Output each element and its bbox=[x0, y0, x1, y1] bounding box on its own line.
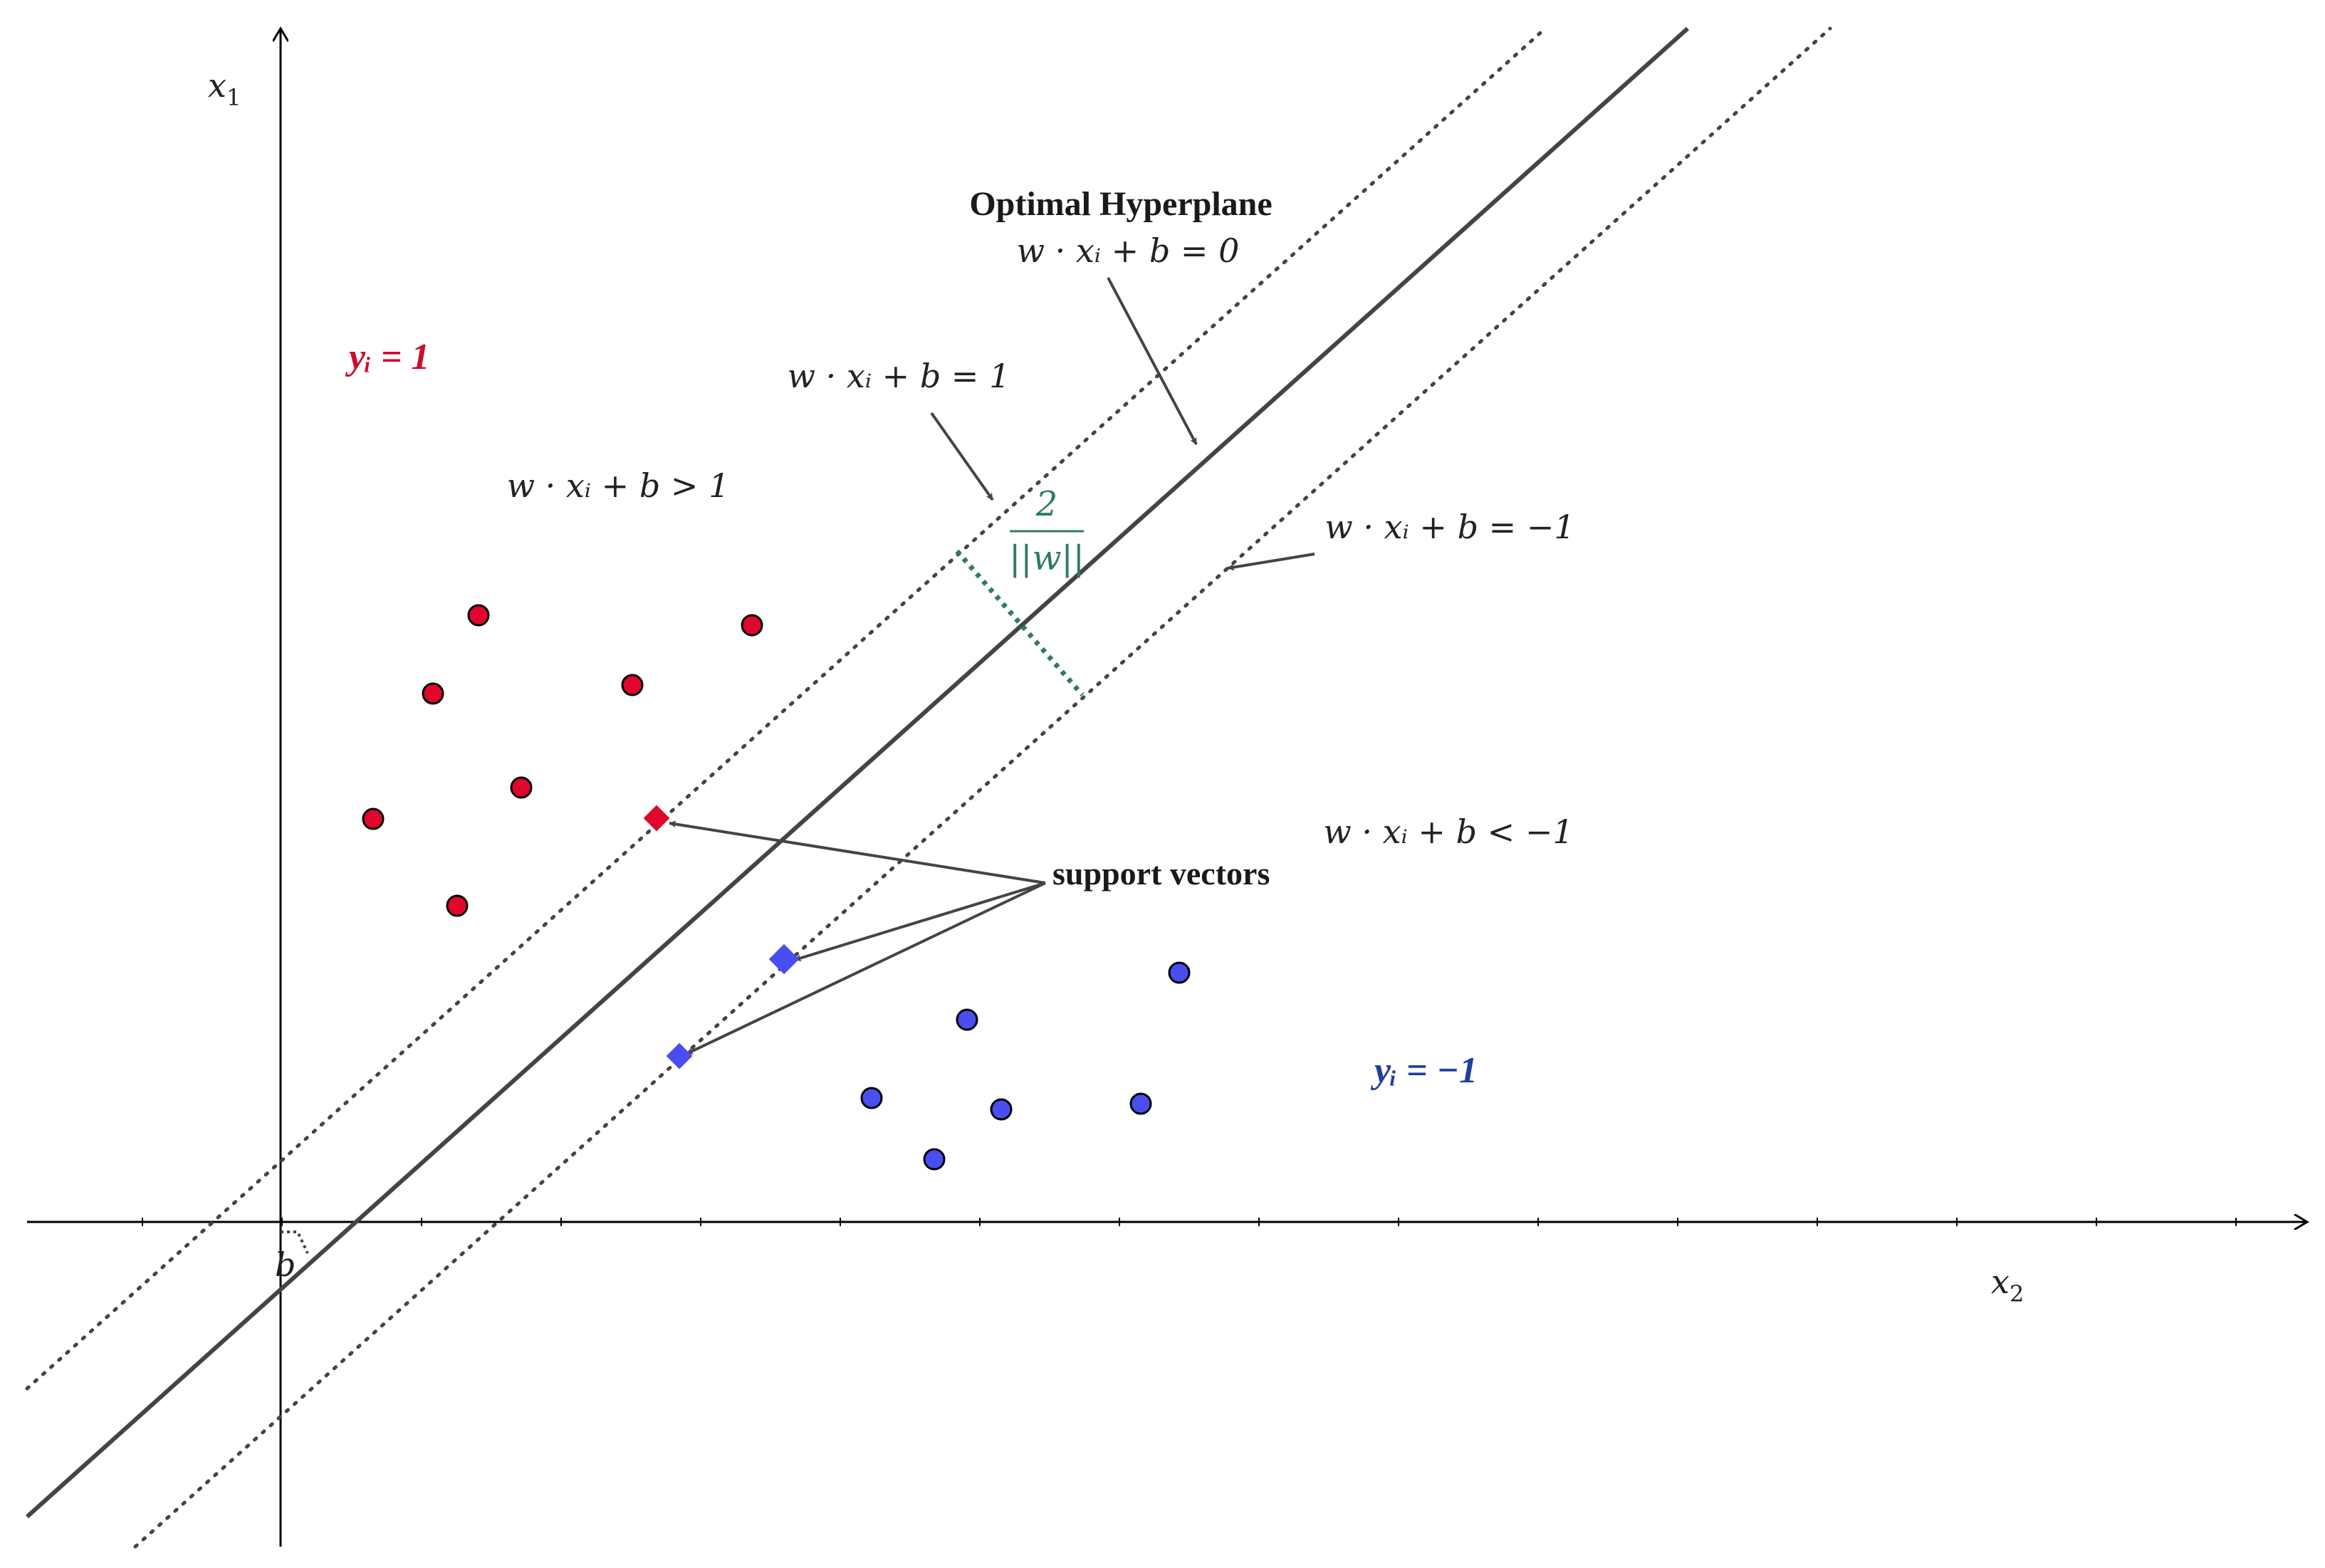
positive-class-label: yᵢ = 1 bbox=[345, 337, 430, 377]
positive-margin-equation: w · xᵢ + b = 1 bbox=[788, 357, 1010, 395]
negative-point bbox=[1168, 961, 1191, 984]
arrow-to-support-vector-blue-1 bbox=[794, 882, 1046, 962]
axes bbox=[27, 28, 2307, 1547]
negative-region-inequality: w · xᵢ + b < −1 bbox=[1323, 812, 1573, 851]
axis-labels: x1 x2 b bbox=[208, 66, 2024, 1307]
positive-class-points bbox=[362, 604, 763, 917]
arrow-to-positive-margin bbox=[930, 412, 994, 501]
positive-point bbox=[467, 604, 490, 627]
arrow-to-support-vector-blue-2 bbox=[686, 882, 1046, 1055]
positive-point bbox=[362, 807, 385, 830]
margin-width-indicator bbox=[955, 549, 1085, 697]
optimal-hyperplane-equation: w · xᵢ + b = 0 bbox=[1017, 231, 1240, 270]
positive-region-inequality: w · xᵢ + b > 1 bbox=[507, 466, 730, 505]
negative-point bbox=[1129, 1092, 1152, 1115]
equation-labels: Optimal Hyperplane w · xᵢ + b = 0 w · xᵢ… bbox=[507, 185, 1575, 892]
negative-point bbox=[860, 1087, 883, 1109]
negative-margin-equation: w · xᵢ + b = −1 bbox=[1325, 508, 1574, 546]
optimal-hyperplane-line bbox=[25, 26, 1690, 1519]
margin-numerator: 2 bbox=[1035, 484, 1058, 524]
negative-point bbox=[956, 1008, 978, 1031]
positive-point bbox=[510, 776, 533, 799]
support-vector-negative bbox=[768, 944, 800, 975]
positive-point bbox=[621, 674, 644, 696]
class-labels: yᵢ = 1 yᵢ = −1 bbox=[345, 337, 1478, 1091]
support-vector-points bbox=[643, 805, 800, 1070]
margin-fraction: 2 ||w|| bbox=[1009, 484, 1085, 578]
negative-margin-line bbox=[133, 26, 1832, 1549]
hyperplanes bbox=[25, 26, 1832, 1549]
axis-ticks bbox=[142, 1218, 2237, 1226]
intercept-right-angle bbox=[281, 1230, 309, 1254]
arrow-to-support-vector-red bbox=[669, 820, 1046, 884]
positive-point bbox=[446, 894, 469, 917]
support-vector-positive bbox=[643, 805, 670, 832]
horizontal-axis-label: x2 bbox=[1991, 1263, 2024, 1307]
positive-margin-line bbox=[25, 26, 1547, 1391]
annotation-arrows bbox=[669, 277, 1315, 1055]
negative-class-points bbox=[860, 961, 1191, 1171]
negative-point bbox=[990, 1098, 1013, 1121]
positive-point bbox=[422, 682, 444, 705]
optimal-hyperplane-title: Optimal Hyperplane bbox=[969, 185, 1272, 223]
margin-denominator: ||w|| bbox=[1009, 538, 1085, 578]
positive-point bbox=[741, 614, 763, 637]
arrow-to-optimal-hyperplane bbox=[1107, 277, 1198, 445]
vertical-axis-label: x1 bbox=[208, 66, 241, 111]
support-vectors-label: support vectors bbox=[1052, 855, 1270, 892]
intercept-label: b bbox=[275, 1245, 296, 1284]
support-vector-negative bbox=[666, 1042, 693, 1070]
negative-class-label: yᵢ = −1 bbox=[1370, 1050, 1478, 1091]
arrow-to-negative-margin bbox=[1227, 553, 1315, 571]
negative-point bbox=[923, 1148, 946, 1171]
